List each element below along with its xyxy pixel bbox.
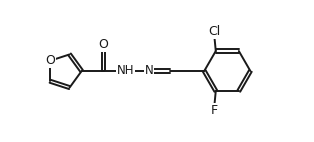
Text: O: O bbox=[99, 38, 109, 51]
Text: Cl: Cl bbox=[208, 25, 220, 38]
Text: O: O bbox=[45, 54, 55, 67]
Text: F: F bbox=[211, 104, 218, 117]
Text: NH: NH bbox=[117, 64, 134, 78]
Text: N: N bbox=[145, 64, 154, 78]
